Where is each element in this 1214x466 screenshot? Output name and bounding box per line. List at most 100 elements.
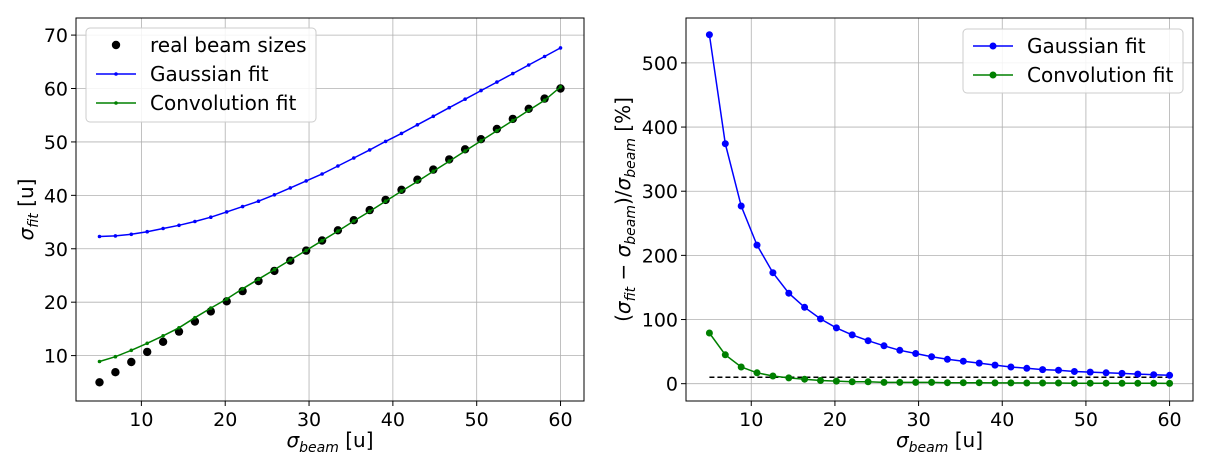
- data-point: [1070, 368, 1078, 375]
- data-point: [801, 303, 809, 311]
- data-point: [558, 85, 563, 89]
- y-tick-label: 20: [44, 292, 68, 314]
- data-point: [447, 159, 452, 163]
- data-point: [463, 97, 467, 101]
- data-point: [1102, 379, 1110, 387]
- x-tick-label: 10: [739, 409, 763, 431]
- data-point: [959, 379, 967, 387]
- x-tick-label: 10: [129, 409, 153, 431]
- data-point: [399, 131, 404, 136]
- data-point: [832, 377, 840, 385]
- data-point: [511, 71, 515, 76]
- data-point: [95, 378, 104, 387]
- data-point: [832, 324, 840, 332]
- series-real-beam-sizes: [95, 84, 565, 387]
- data-point: [991, 379, 999, 387]
- data-point: [224, 210, 229, 214]
- x-tick-label: 20: [823, 409, 847, 431]
- ticks: 10 20 30 40 50 60 10 20 30 40 50 60 70: [44, 25, 573, 431]
- y-tick-label: 60: [44, 79, 68, 101]
- data-point: [304, 179, 309, 183]
- legend-box: [85, 27, 317, 123]
- data-point: [445, 155, 454, 164]
- data-point: [769, 372, 777, 380]
- data-point: [880, 378, 888, 386]
- data-point: [848, 331, 856, 339]
- legend: Gaussian fit Convolution fit: [962, 28, 1184, 94]
- data-point: [975, 379, 983, 387]
- data-point: [415, 179, 420, 184]
- x-tick-label: 50: [465, 409, 489, 431]
- data-point: [1102, 369, 1110, 377]
- y-tick-label: 500: [642, 53, 678, 75]
- right-chart: 10 20 30 40 50 60 0 100 200 300 400 500 σbeam [u] (σf…: [611, 17, 1194, 456]
- data-point: [896, 378, 904, 386]
- x-tick-label: 60: [548, 409, 572, 431]
- data-point: [399, 189, 404, 193]
- data-point: [193, 219, 197, 224]
- y-tick-label: 0: [666, 374, 678, 396]
- legend-label: real beam sizes: [150, 33, 307, 57]
- data-point: [912, 350, 920, 357]
- data-point: [240, 204, 245, 209]
- data-point: [413, 175, 422, 184]
- data-point: [336, 229, 340, 233]
- data-point: [721, 140, 729, 148]
- data-point: [288, 258, 293, 262]
- data-point: [479, 88, 483, 93]
- y-tick-label: 100: [642, 310, 678, 332]
- data-point: [511, 118, 515, 123]
- legend-item: Gaussian fit: [96, 62, 269, 86]
- data-point: [785, 374, 793, 382]
- legend-item: Convolution fit: [96, 91, 296, 115]
- data-point: [721, 351, 729, 359]
- data-point: [272, 267, 277, 272]
- data-point: [769, 269, 777, 277]
- data-point: [991, 361, 999, 369]
- data-point: [447, 105, 452, 110]
- data-point: [864, 378, 872, 386]
- data-point: [1150, 371, 1158, 379]
- data-point: [463, 149, 467, 153]
- data-point: [256, 199, 261, 203]
- data-point: [928, 378, 936, 386]
- y-tick-label: 400: [642, 117, 678, 139]
- data-point: [209, 215, 213, 219]
- data-point: [558, 46, 563, 50]
- data-point: [367, 209, 372, 214]
- x-tick-label: 30: [297, 409, 321, 431]
- legend-item: real beam sizes: [111, 33, 307, 57]
- legend-marker: [989, 71, 997, 79]
- data-point: [1118, 379, 1126, 387]
- legend-label: Gaussian fit: [1027, 34, 1146, 58]
- data-point: [352, 156, 356, 160]
- series-gaussian-fit: [705, 31, 1174, 379]
- data-point: [542, 54, 547, 59]
- data-point: [1086, 368, 1094, 376]
- data-point: [542, 98, 547, 103]
- data-point: [320, 172, 324, 176]
- series-line: [99, 86, 561, 363]
- x-tick-label: 20: [213, 409, 237, 431]
- data-point: [817, 377, 824, 384]
- data-point: [928, 353, 936, 361]
- data-point: [1070, 379, 1078, 387]
- data-point: [912, 378, 920, 386]
- data-point: [737, 363, 745, 371]
- data-point: [224, 297, 229, 301]
- data-point: [1166, 379, 1174, 387]
- data-point: [1023, 379, 1031, 387]
- data-point: [383, 199, 388, 203]
- legend-marker: [114, 101, 118, 105]
- data-point: [97, 234, 102, 239]
- data-point: [336, 164, 340, 168]
- data-point: [864, 337, 872, 345]
- data-point: [495, 128, 499, 133]
- data-point: [975, 359, 983, 367]
- data-point: [785, 289, 793, 297]
- data-point: [479, 139, 483, 143]
- data-point: [145, 341, 149, 346]
- data-point: [817, 315, 824, 323]
- x-axis-label: σbeam [u]: [286, 428, 373, 456]
- y-tick-label: 50: [44, 132, 68, 154]
